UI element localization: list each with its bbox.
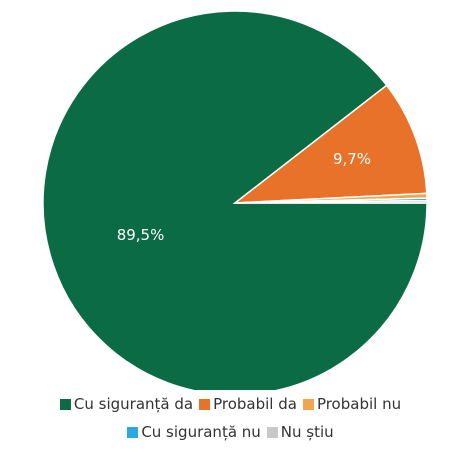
- legend-item: Nu știu: [266, 423, 334, 441]
- pie-slice: [234, 199, 428, 204]
- chart: 89,5% 9,7%: [42, 10, 428, 390]
- legend-label: Cu siguranță nu: [141, 423, 261, 441]
- legend-item: Cu siguranță nu: [127, 423, 261, 441]
- legend-label: Probabil nu: [316, 395, 402, 413]
- legend-label: Cu siguranță da: [73, 395, 194, 413]
- legend-label: Nu știu: [280, 423, 334, 441]
- data-label: 89,5%: [117, 226, 165, 244]
- legend-swatch: [127, 426, 139, 438]
- legend-swatch: [59, 398, 71, 410]
- legend-item: Cu siguranță da: [59, 395, 194, 413]
- legend-item: Probabil da: [199, 395, 297, 413]
- legend-item: Probabil nu: [302, 395, 402, 413]
- data-label: 9,7%: [333, 150, 371, 168]
- legend-swatch: [302, 398, 314, 410]
- legend: Cu siguranță da Probabil da Probabil nu Cu …: [8, 395, 453, 441]
- pie-slice: [232, 84, 428, 204]
- pie-slice: [42, 10, 428, 390]
- legend-swatch: [199, 398, 211, 410]
- legend-swatch: [266, 426, 278, 438]
- legend-label: Probabil da: [213, 395, 297, 413]
